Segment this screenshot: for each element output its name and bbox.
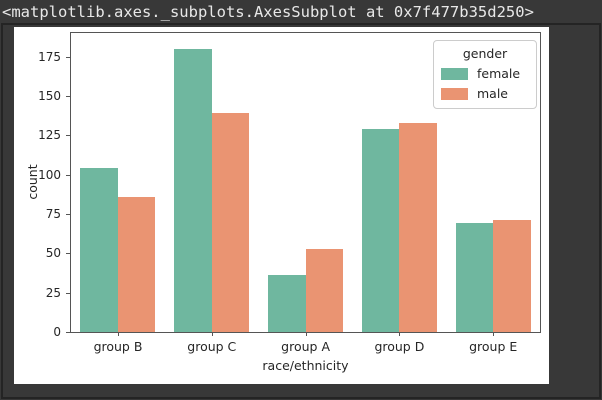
axes-repr-text: <matplotlib.axes._subplots.AxesSubplot a… xyxy=(2,3,534,21)
x-tick-mark xyxy=(399,332,401,336)
bar-group-e-female xyxy=(455,223,494,332)
y-tick-label: 100 xyxy=(38,167,61,182)
x-tick-mark xyxy=(305,332,307,336)
y-tick-mark xyxy=(66,135,70,137)
legend-title: gender xyxy=(462,46,508,61)
x-tick-label: group B xyxy=(93,339,143,354)
x-tick-mark xyxy=(493,332,495,336)
x-axis-label: race/ethnicity xyxy=(262,358,349,373)
y-tick-label: 75 xyxy=(45,207,61,221)
y-tick-label: 0 xyxy=(53,325,61,339)
y-tick-label: 50 xyxy=(45,246,61,261)
bar-group-a-female xyxy=(268,275,306,332)
y-tick-mark xyxy=(66,56,70,58)
legend: gender female male xyxy=(433,40,537,109)
legend-label-male: male xyxy=(477,86,508,101)
y-tick-mark xyxy=(66,292,70,294)
y-tick-label: 25 xyxy=(45,285,61,300)
y-tick-mark xyxy=(66,95,70,97)
y-tick-mark xyxy=(66,174,70,176)
matplotlib-figure: count race/ethnicity gender female male … xyxy=(14,27,549,384)
bar-group-c-male xyxy=(211,113,250,332)
female-color-swatch xyxy=(441,67,468,80)
legend-item-female: female xyxy=(441,66,529,81)
legend-item-male: male xyxy=(441,86,529,101)
x-tick-label: group D xyxy=(374,339,425,354)
y-tick-mark xyxy=(66,253,70,255)
bar-group-c-female xyxy=(174,48,212,332)
axes: race/ethnicity gender female male 0 25 50 7… xyxy=(38,32,541,373)
y-tick-mark xyxy=(66,214,70,215)
bar-group-b-male xyxy=(117,196,156,332)
y-tick-label: 175 xyxy=(38,49,61,64)
x-tick-mark xyxy=(211,332,213,336)
x-tick-label: group E xyxy=(469,339,518,354)
male-color-swatch xyxy=(441,87,468,100)
x-tick-label: group C xyxy=(187,339,237,354)
bar-group-d-male xyxy=(399,122,437,332)
bar-group-e-male xyxy=(493,220,531,332)
y-tick-label: 125 xyxy=(38,128,61,143)
legend-label-female: female xyxy=(477,66,521,81)
y-tick-mark xyxy=(66,332,70,333)
bar-group-d-female xyxy=(361,129,400,332)
x-tick-mark xyxy=(117,332,119,336)
x-tick-label: group A xyxy=(281,339,330,354)
bar-group-a-male xyxy=(305,248,343,332)
bar-group-b-female xyxy=(80,168,118,332)
y-tick-label: 150 xyxy=(38,88,61,103)
